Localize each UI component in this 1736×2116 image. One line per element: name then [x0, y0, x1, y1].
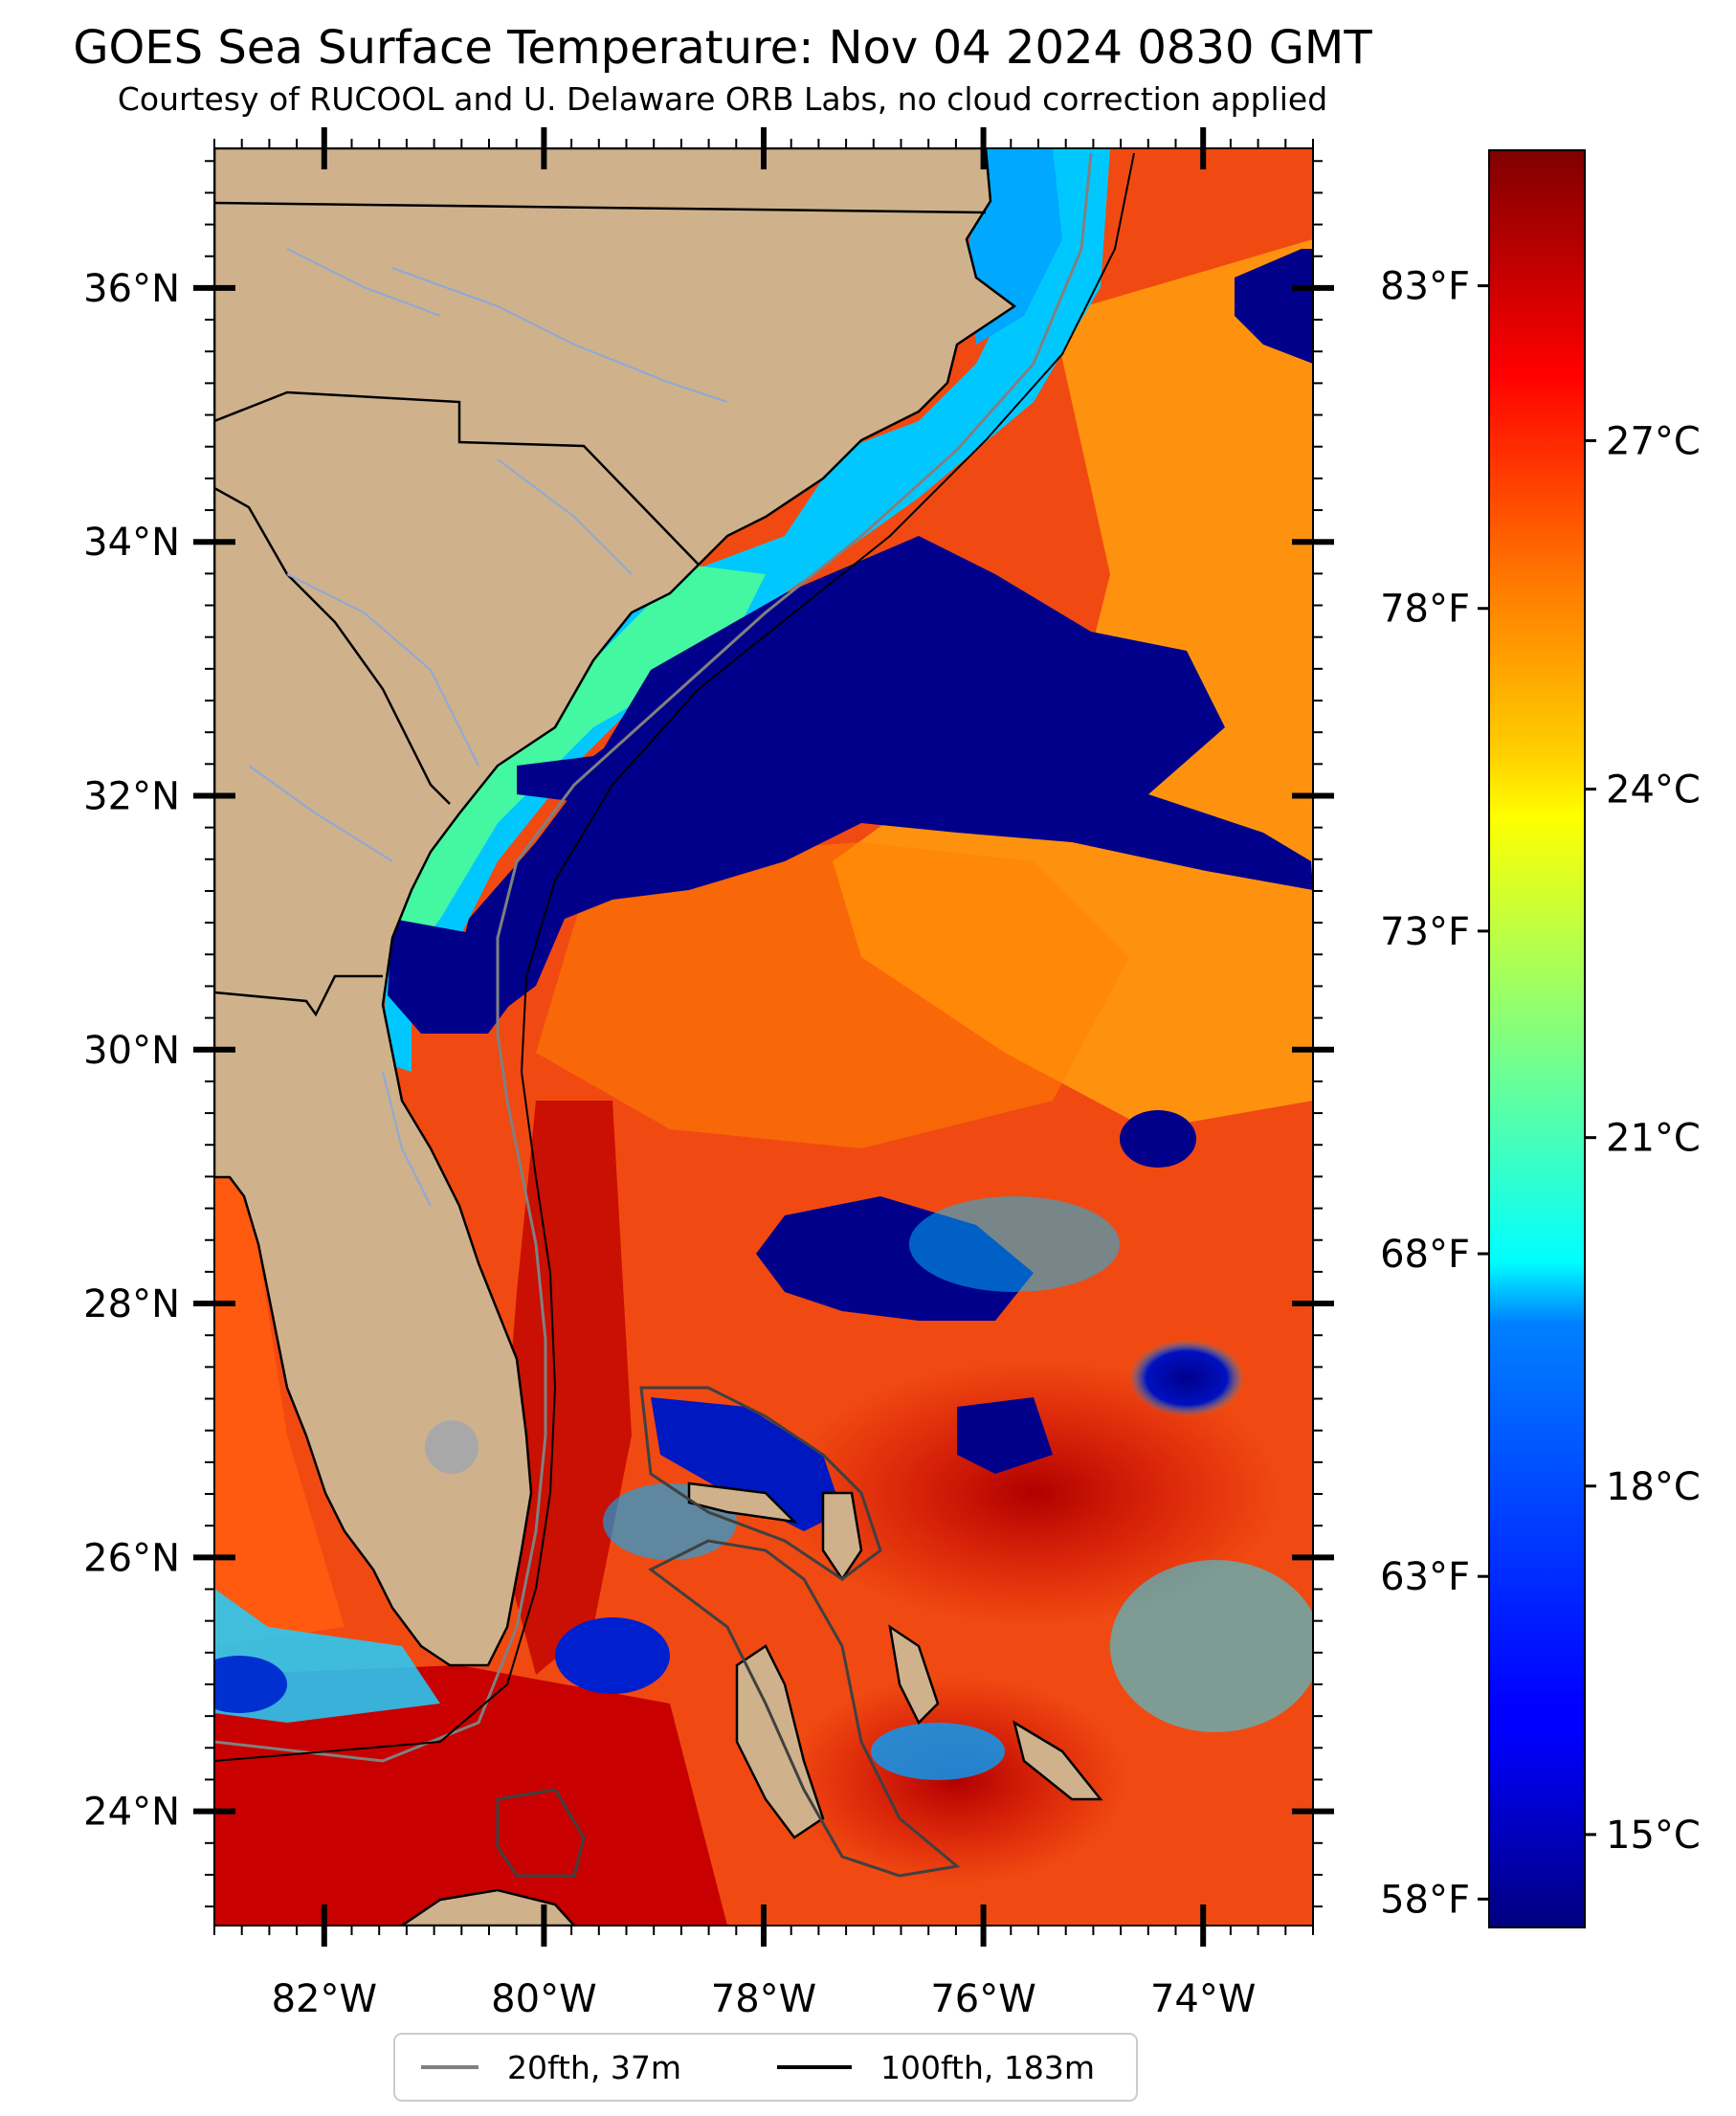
sc-ga-border — [214, 486, 451, 805]
gulf-stream-dark-red — [498, 1101, 632, 1675]
red-blob-south — [785, 1675, 1129, 1885]
chart-subtitle: Courtesy of RUCOOL and U. Delaware ORB L… — [117, 80, 1328, 118]
lon-tick-label: 76°W — [930, 1977, 1035, 2021]
cold-water-abaco — [651, 1397, 842, 1531]
exuma — [1013, 1720, 1103, 1801]
land-areas — [214, 148, 1103, 1926]
abaco — [821, 1491, 863, 1582]
cool-cloud-patch-1 — [909, 1196, 1120, 1292]
lat-tick-label: 26°N — [83, 1536, 180, 1580]
state-borders — [214, 148, 987, 1017]
gulf-cold-patch — [214, 1656, 287, 1713]
cold-water-small-east — [1120, 1110, 1196, 1168]
celsius-tick-label: 24°C — [1606, 768, 1701, 813]
river-3 — [497, 458, 633, 575]
lat-tick-label: 32°N — [83, 774, 180, 818]
river-5 — [248, 765, 393, 862]
isobath-little-bahama — [639, 1386, 882, 1581]
rivers — [248, 248, 728, 1207]
cold-water-south-central — [871, 1723, 1005, 1780]
cold-water-north-florida — [388, 919, 517, 1034]
gulf-of-mexico-water — [214, 1168, 345, 1646]
cold-water-main-mass — [450, 536, 1313, 1014]
lon-tick-label: 80°W — [491, 1977, 596, 2021]
cold-water-ne-corner — [1235, 249, 1313, 364]
colorbar — [1488, 149, 1586, 1928]
legend-label-20fth: 20fth, 37m — [507, 2049, 681, 2086]
central-orange-region — [536, 842, 1129, 1148]
lat-tick-label: 30°N — [83, 1029, 180, 1073]
mainland-us — [214, 148, 1017, 1667]
legend-box — [393, 2033, 1138, 2102]
legend: 20fth, 37m 100fth, 183m — [393, 2033, 1138, 2102]
cold-water-bahamas-east — [957, 1397, 1053, 1474]
cold-water-southeast — [1110, 1560, 1313, 1732]
lon-tick-label: 82°W — [272, 1977, 377, 2021]
fahrenheit-tick-label: 58°F — [1380, 1878, 1470, 1922]
isobath-100fth — [214, 152, 1135, 1762]
river-4 — [286, 573, 479, 767]
colorbar-celsius-axis: 27°C 24°C 21°C 18°C 15°C — [1585, 419, 1701, 1858]
celsius-tick-label: 21°C — [1606, 1117, 1701, 1161]
lat-tick-label: 34°N — [83, 521, 180, 565]
sst-map — [214, 148, 1313, 1926]
minor-ticks — [205, 139, 1323, 1935]
chart-title: GOES Sea Surface Temperature: Nov 04 202… — [73, 21, 1372, 75]
va-nc-border — [214, 201, 987, 214]
red-blob-east — [785, 1359, 1282, 1627]
celsius-tick-label: 15°C — [1606, 1814, 1701, 1858]
lon-tick-label: 78°W — [711, 1977, 816, 2021]
cold-water-bahamas-west — [555, 1617, 670, 1694]
fahrenheit-tick-label: 68°F — [1380, 1233, 1470, 1277]
celsius-tick-label: 27°C — [1606, 419, 1701, 463]
andros-island — [735, 1644, 825, 1839]
river-2 — [286, 248, 441, 317]
isobath-20fth — [214, 152, 1093, 1763]
eleuthera — [888, 1624, 940, 1726]
lat-tick-label: 36°N — [83, 267, 180, 311]
isobath-cay-sal — [496, 1788, 586, 1878]
fahrenheit-tick-label: 83°F — [1380, 265, 1470, 309]
cuba — [399, 1888, 576, 1926]
florida-straits-dark-red — [214, 1665, 727, 1926]
fahrenheit-tick-label: 73°F — [1380, 910, 1470, 954]
lon-tick-label: 74°W — [1150, 1977, 1256, 2021]
river-6 — [382, 1071, 432, 1207]
isobath-bahamas — [648, 1539, 961, 1878]
colorbar-fahrenheit-axis: 83°F 78°F 73°F 68°F 63°F 58°F — [1380, 265, 1489, 1922]
lat-tick-label: 24°N — [83, 1791, 180, 1835]
legend-label-100fth: 100fth, 183m — [880, 2049, 1095, 2086]
latitude-axis: 36°N 34°N 32°N 30°N 28°N 26°N 24°N — [83, 267, 1334, 1835]
fahrenheit-tick-label: 63°F — [1380, 1555, 1470, 1599]
river-1 — [391, 267, 728, 403]
fahrenheit-tick-label: 78°F — [1380, 588, 1470, 632]
cold-water-far-east — [1129, 1340, 1244, 1416]
nc-sc-border — [214, 390, 700, 566]
ga-fl-border — [214, 974, 383, 1017]
lat-tick-label: 28°N — [83, 1282, 180, 1326]
lake-okeechobee — [425, 1420, 479, 1474]
celsius-tick-label: 18°C — [1606, 1465, 1701, 1509]
